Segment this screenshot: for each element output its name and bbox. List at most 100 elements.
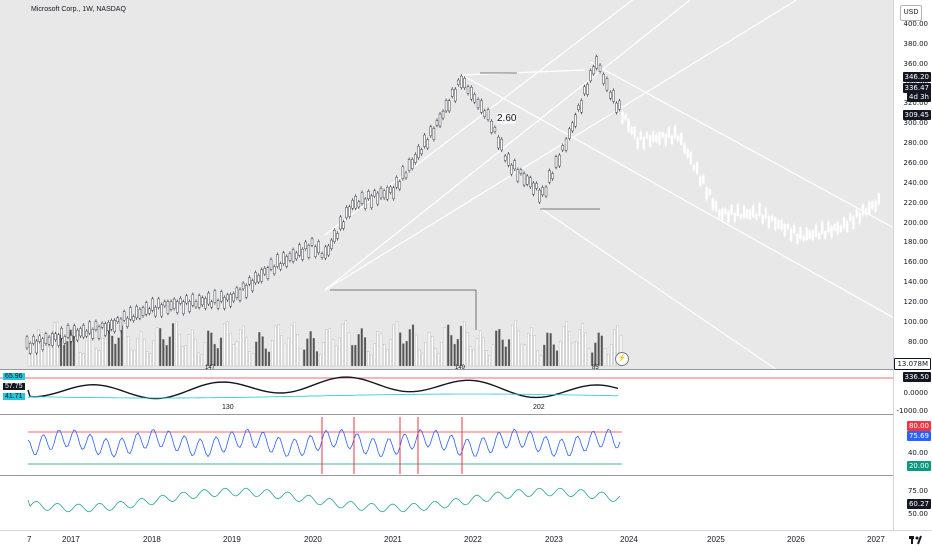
candle-body (558, 154, 561, 167)
candle-body (107, 322, 110, 331)
candle-body (497, 136, 500, 149)
candle-body (692, 165, 696, 171)
candle-body (379, 187, 383, 199)
candle-body (295, 252, 298, 260)
candle-body (160, 304, 163, 317)
last-price-tag: 346.20 (902, 72, 931, 82)
pitchfork-label: 2.60 (497, 113, 517, 124)
tradingview-logo-icon[interactable] (908, 532, 922, 546)
candle-body (298, 244, 301, 256)
time-label: 2025 (707, 535, 725, 544)
pane-separator-1[interactable] (0, 369, 894, 370)
candle-body (595, 56, 598, 69)
candle-body (44, 333, 48, 345)
pane-separator-2[interactable] (0, 414, 894, 415)
volume-bar (325, 329, 328, 367)
candle-body (172, 298, 176, 309)
candle-body (216, 300, 220, 309)
volume-bar (242, 325, 245, 367)
osc1-mid-label-2: 202 (533, 404, 545, 411)
candle-body (204, 298, 207, 309)
candle-body (411, 159, 414, 169)
candle-body (370, 195, 373, 209)
volume-bar (354, 344, 357, 367)
candle-body (561, 145, 564, 151)
current-price-tag: 336.47 (902, 83, 931, 93)
volume-bar (267, 351, 271, 367)
volume-bar (127, 336, 130, 367)
volume-bar (149, 353, 152, 367)
volume-bar (427, 332, 431, 367)
time-label: 2026 (787, 535, 805, 544)
time-axis[interactable]: 7 2017 2018 2019 2020 2021 2022 2023 2024 2025 202… (0, 530, 932, 551)
volume-bar (405, 340, 408, 367)
candle-body (238, 289, 242, 301)
currency-button[interactable]: USD (900, 5, 922, 21)
volume-bar (152, 340, 155, 367)
volume-bar (213, 343, 216, 367)
volume-bar (63, 344, 66, 367)
volume-bar (133, 349, 136, 367)
candle-body (748, 209, 752, 220)
price-tick: 180.00 (903, 238, 929, 247)
volume-bar (555, 350, 559, 367)
candle-body (861, 204, 865, 216)
candle-body (426, 139, 429, 149)
candle-body (351, 200, 354, 209)
time-label: 2024 (620, 535, 638, 544)
candle-body (618, 100, 621, 110)
candle-body (541, 187, 544, 196)
candle-body (811, 230, 815, 241)
volume-bar (111, 335, 114, 367)
volume-bar (168, 336, 171, 367)
volume-bar (197, 352, 200, 367)
candle-body (207, 292, 210, 305)
candle-body (235, 287, 239, 298)
candle-body (705, 187, 708, 200)
candle-body (724, 208, 727, 214)
candle-body (667, 127, 671, 138)
candle-body (266, 267, 270, 279)
candle-body (680, 133, 683, 145)
channel-line-2 (461, 74, 894, 319)
candle-body (538, 189, 541, 203)
volume-bar (392, 324, 395, 367)
candle-body (708, 189, 711, 195)
volume-bar (159, 327, 162, 367)
candle-body (310, 238, 314, 246)
candle-body (642, 136, 646, 150)
candle-body (633, 126, 636, 138)
replay-icon[interactable]: ⚡ (615, 352, 629, 366)
volume-bar (517, 330, 520, 367)
candle-body (79, 328, 82, 337)
channel-line-0 (324, 0, 798, 291)
volume-bar (146, 351, 149, 367)
volume-bar (437, 352, 440, 367)
candle-body (35, 340, 38, 354)
candle-body (398, 181, 401, 190)
pane-separator-3[interactable] (0, 475, 894, 476)
chart-area[interactable]: Microsoft Corp., 1W, NASDAQ 2.60 147 149… (0, 0, 894, 530)
price-tick: 220.00 (903, 198, 929, 207)
price-axis[interactable]: 400.00380.00360.00340.00320.00300.00280.… (893, 0, 932, 530)
volume-bar (162, 339, 165, 367)
price-chart-svg[interactable] (0, 0, 894, 530)
volume-bar (507, 339, 511, 367)
time-label: 2020 (304, 535, 322, 544)
candle-body (367, 191, 370, 200)
candle-body (793, 224, 796, 234)
volume-bar (523, 344, 527, 367)
candle-body (767, 216, 771, 228)
candle-body (188, 301, 191, 312)
candle-body (833, 224, 836, 231)
candle-body (116, 317, 120, 323)
candle-body (639, 131, 642, 140)
candle-body (636, 138, 639, 149)
candle-body (154, 306, 157, 317)
volume-bar (379, 332, 383, 367)
volume-bar (482, 336, 485, 367)
volume-bar (315, 351, 319, 367)
volume-bar (245, 336, 248, 367)
volume-bar (491, 344, 495, 367)
candle-body (317, 241, 320, 254)
